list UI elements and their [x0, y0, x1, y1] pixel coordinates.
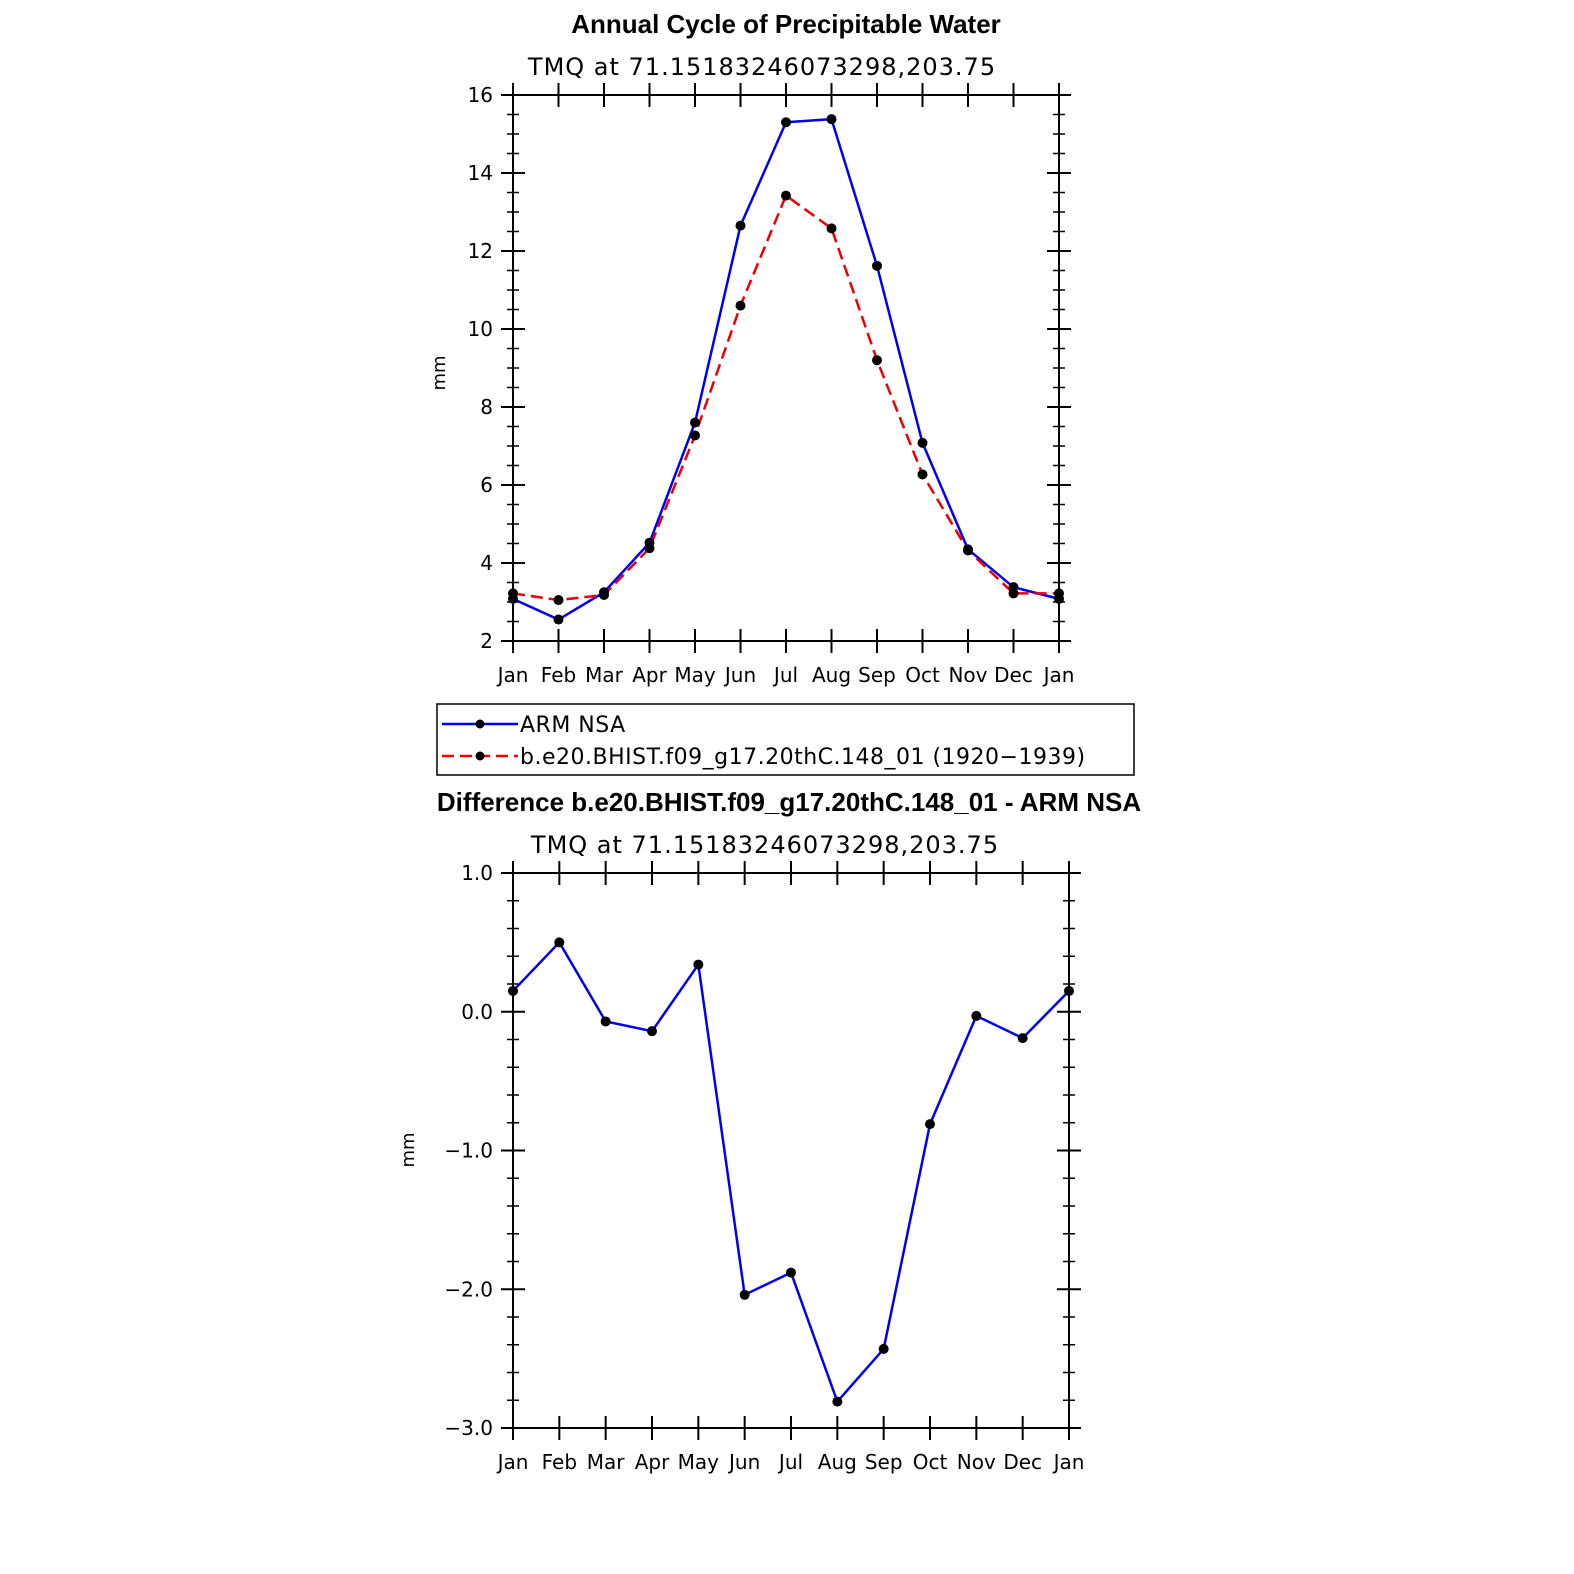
y-tick-label: 2 [480, 629, 493, 653]
y-tick-label: 4 [480, 551, 493, 575]
data-point [826, 223, 837, 234]
data-point [553, 614, 564, 625]
data-point [1054, 588, 1064, 599]
data-point [917, 469, 928, 480]
y-tick-label: −2.0 [444, 1277, 493, 1301]
data-point [971, 1010, 982, 1021]
data-point [508, 985, 518, 996]
y-axis-label: mm [429, 355, 450, 390]
chart-title: Difference b.e20.BHIST.f09_g17.20thC.148… [437, 787, 1141, 817]
data-point [554, 937, 565, 948]
x-tick-label: Oct [905, 663, 940, 687]
data-point [600, 1016, 611, 1027]
axes: 2 4 6 8 10 12 14 16 Jan Feb Mar Apr May Jun Jul Aug Sep O… [468, 83, 1075, 687]
axes: −3.0 −2.0 −1.0 0.0 1.0 Jan Feb Mar Apr May Jun Jul A… [444, 861, 1084, 1474]
data-point [878, 1343, 889, 1354]
chart-subtitle: TMQ at 71.15183246073298,203.75 [530, 831, 999, 859]
y-tick-label: −3.0 [444, 1416, 493, 1440]
x-tick-label: Nov [948, 663, 987, 687]
data-point [826, 114, 837, 125]
x-tick-label: Sep [865, 1450, 903, 1474]
y-tick-label: 8 [480, 395, 493, 419]
legend-marker-model [475, 751, 485, 761]
y-tick-label: 1.0 [461, 861, 493, 885]
data-point [1008, 588, 1019, 599]
annual-cycle-chart: Annual Cycle of Precipitable Water TMQ a… [429, 9, 1074, 687]
data-point [739, 1289, 750, 1300]
legend-box [436, 703, 1135, 776]
data-point [781, 117, 791, 128]
x-tick-label: May [674, 663, 716, 687]
data-point [553, 595, 564, 606]
series-line-0 [512, 941, 1070, 1403]
y-tick-label: 0.0 [461, 1000, 493, 1024]
data-point [735, 300, 746, 311]
x-tick-label: Aug [818, 1450, 857, 1474]
x-tick-label: Jul [777, 1450, 803, 1474]
y-tick-label: 16 [468, 83, 493, 107]
legend-label-arm-nsa: ARM NSA [520, 713, 626, 738]
x-tick-label: Aug [812, 663, 851, 687]
data-point [1064, 985, 1074, 996]
data-point [693, 959, 704, 970]
x-tick-label: Feb [541, 663, 576, 687]
x-tick-label: Mar [587, 1450, 626, 1474]
plot-frame [512, 872, 1070, 1429]
data-point [781, 190, 791, 201]
data-point [963, 545, 973, 556]
y-tick-label: 14 [468, 161, 493, 185]
x-tick-label: Apr [635, 1450, 670, 1474]
y-tick-label: 10 [468, 317, 493, 341]
x-tick-label: Oct [913, 1450, 948, 1474]
difference-chart: Difference b.e20.BHIST.f09_g17.20thC.148… [398, 787, 1141, 1474]
data-point [735, 220, 746, 231]
y-tick-label: −1.0 [444, 1139, 493, 1163]
data-point [917, 437, 928, 448]
legend-label-model: b.e20.BHIST.f09_g17.20thC.148_01 (1920−1… [520, 745, 1086, 770]
x-tick-label: Jun [727, 1450, 760, 1474]
x-tick-label: Mar [585, 663, 624, 687]
data-point [508, 588, 518, 599]
x-tick-label: Sep [858, 663, 896, 687]
x-tick-label: May [678, 1450, 720, 1474]
chart-title: Annual Cycle of Precipitable Water [571, 9, 1001, 39]
data-point [690, 417, 700, 428]
x-tick-label: Jan [496, 1450, 529, 1474]
x-tick-label: Jul [772, 663, 798, 687]
data-point [832, 1396, 843, 1407]
x-tick-label: Nov [957, 1450, 996, 1474]
series-line-1 [512, 194, 1059, 602]
x-tick-label: Dec [994, 663, 1033, 687]
legend-marker-arm-nsa [475, 719, 485, 729]
data-point [786, 1267, 796, 1278]
data-point [644, 543, 655, 554]
x-tick-label: Jan [1042, 663, 1075, 687]
x-tick-label: Jun [723, 663, 756, 687]
y-axis-label: mm [398, 1132, 419, 1167]
x-tick-label: Jan [1052, 1450, 1085, 1474]
series-group [508, 937, 1074, 1407]
x-tick-label: Dec [1003, 1450, 1042, 1474]
data-point [872, 355, 882, 366]
y-tick-label: 6 [480, 473, 493, 497]
x-tick-label: Apr [632, 663, 667, 687]
legend: ARM NSA b.e20.BHIST.f09_g17.20thC.148_01… [436, 703, 1135, 776]
data-point [872, 260, 882, 271]
chart-subtitle: TMQ at 71.15183246073298,203.75 [527, 53, 996, 81]
data-point [690, 430, 700, 441]
x-tick-label: Jan [496, 663, 529, 687]
x-tick-label: Feb [542, 1450, 577, 1474]
y-tick-label: 12 [468, 239, 493, 263]
data-point [925, 1119, 935, 1130]
data-point [599, 589, 609, 600]
data-point [1017, 1033, 1028, 1044]
series-group [508, 114, 1064, 625]
data-point [647, 1026, 657, 1037]
